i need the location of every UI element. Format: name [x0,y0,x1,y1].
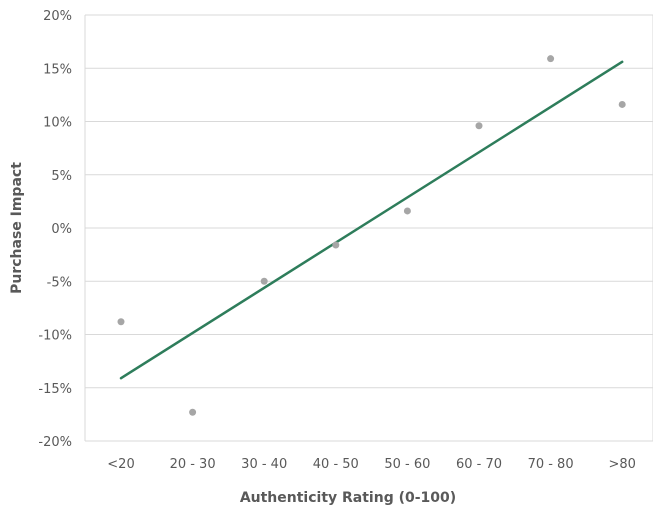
x-tick-label: 30 - 40 [241,457,287,472]
data-point [332,241,340,249]
trendline [119,60,624,380]
gridlines [85,14,653,442]
data-point [618,100,626,108]
y-tick-label: 20% [43,9,72,24]
x-tick-label: >80 [608,457,635,472]
x-tick-label: 40 - 50 [313,457,359,472]
x-tick-label: 70 - 80 [528,457,574,472]
y-tick-label: -15% [38,382,72,397]
y-tick-label: -20% [38,435,72,450]
y-axis-title: Purchase Impact [9,162,25,294]
data-point [117,318,125,326]
y-tick-label: 10% [43,116,72,131]
data-point [189,408,197,416]
y-tick-label: 0% [51,222,72,237]
x-axis-ticks: <20 20 - 30 30 - 40 40 - 50 50 - 60 60 - 70 70… [107,457,636,472]
y-axis-ticks: 20% 15% 10% 5% 0% -5% -10% -15% -20% [38,9,72,450]
x-tick-label: 60 - 70 [456,457,502,472]
data-point [475,122,483,130]
x-tick-label: 20 - 30 [170,457,216,472]
data-point [547,55,555,63]
data-point [260,277,268,285]
x-axis-title: Authenticity Rating (0-100) [240,490,456,506]
data-point [403,207,411,215]
y-tick-label: -10% [38,329,72,344]
x-tick-label: <20 [107,457,134,472]
x-tick-label: 50 - 60 [384,457,430,472]
data-points [117,55,626,416]
y-tick-label: 5% [51,169,72,184]
y-tick-label: -5% [47,275,72,290]
y-tick-label: 15% [43,62,72,77]
